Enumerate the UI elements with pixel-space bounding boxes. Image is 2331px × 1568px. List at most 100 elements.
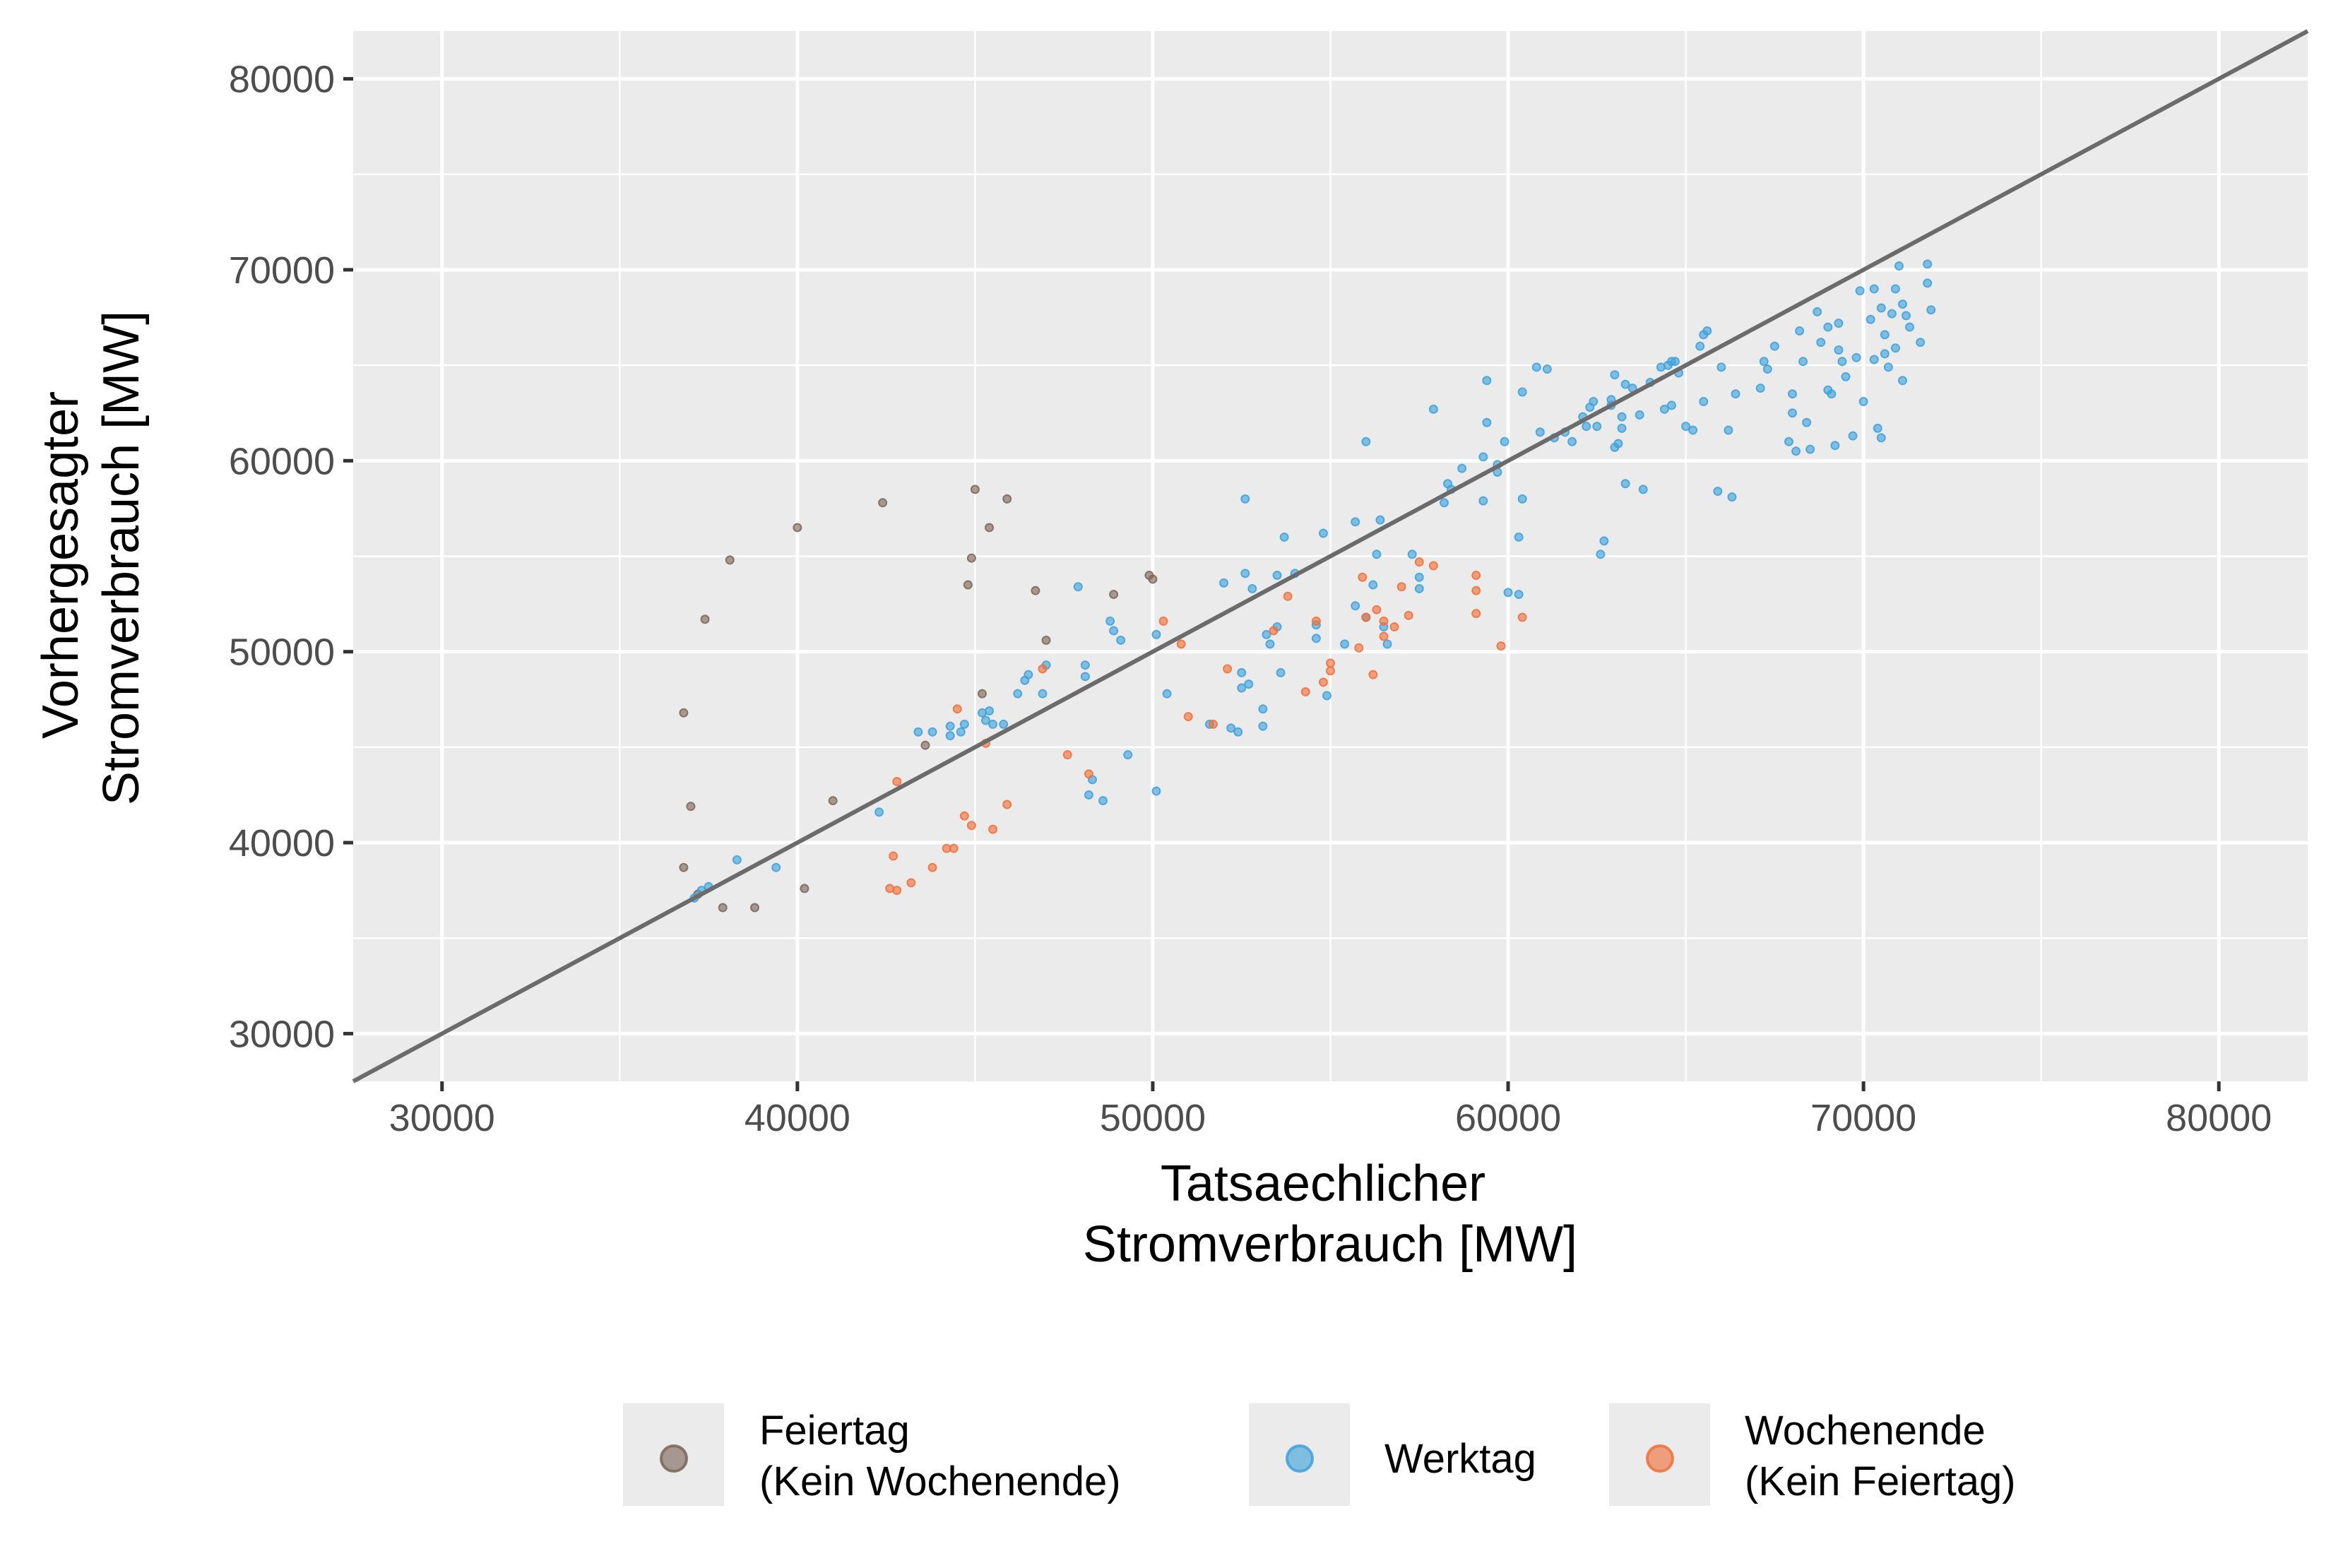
data-point [952,704,962,714]
data-point [1716,362,1726,372]
data-point [1404,610,1413,620]
data-point [1478,496,1488,506]
data-point [959,719,969,729]
data-point [892,886,902,896]
data-point [1084,790,1093,800]
data-point [1389,622,1399,632]
data-point [1876,433,1886,443]
data-point [1837,357,1847,367]
data-point [1258,704,1268,714]
data-point [1279,532,1289,542]
data-point [1731,389,1740,399]
legend-label-line: Werktag [1384,1436,1536,1482]
data-point [1567,436,1577,446]
y-tick-label: 40000 [229,822,335,865]
x-tick-label: 80000 [2166,1097,2272,1139]
data-point [1788,389,1798,399]
data-point [949,843,959,853]
data-point [1610,442,1620,452]
data-point [1247,583,1257,593]
data-point [725,555,735,565]
data-point [1073,582,1083,592]
legend-label-line: Feiertag [759,1408,910,1454]
data-point [1240,494,1250,504]
data-point [1788,408,1798,418]
y-tick-label: 80000 [229,59,335,101]
data-point [1620,479,1630,489]
data-point [1755,384,1765,393]
data-point [1638,485,1648,494]
data-point [1478,452,1488,462]
data-point [1354,643,1364,653]
data-point [920,740,930,750]
x-tick-label: 70000 [1810,1097,1916,1139]
data-point [1414,572,1424,582]
data-point [1858,397,1868,407]
major-gridlines [353,31,2308,1081]
data-point [889,851,898,861]
data-point [1769,341,1779,351]
data-point [1208,719,1218,729]
data-point [1890,343,1900,353]
data-point [945,721,955,731]
data-point [1372,605,1382,614]
y-axis-tick-labels: 30000 40000 50000 60000 70000 80000 [229,59,335,1056]
data-point [1873,423,1882,433]
y-tick-label: 30000 [229,1013,335,1055]
data-point [1923,259,1933,269]
data-point [1258,721,1268,731]
legend-label: Werktag [1384,1436,1536,1482]
data-point [1414,557,1424,567]
data-point [1318,677,1328,687]
data-point [1902,311,1911,321]
data-point [679,862,689,872]
data-point [1368,580,1378,590]
data-point [1724,425,1733,435]
data-point [1727,492,1737,502]
data-point [1535,427,1545,437]
data-point [1795,326,1805,335]
data-point [1428,404,1438,414]
data-point [1894,261,1904,271]
data-point [1589,397,1599,407]
data-point [981,715,991,725]
legend-marker [1286,1444,1314,1473]
data-point [1531,362,1541,372]
data-point [1592,422,1602,432]
data-point [1158,616,1168,626]
data-point [686,802,696,812]
data-point [956,727,966,737]
data-point [1084,769,1093,779]
data-point [1517,387,1527,397]
data-point [1905,322,1915,332]
y-axis-title: Vorhergesagter Stromverbrauch [MW] [32,311,150,805]
data-point [1869,284,1879,294]
data-point [732,855,742,865]
data-point [1223,664,1233,674]
data-point [1916,338,1926,348]
data-point [1322,691,1331,701]
y-tick-label: 50000 [229,631,335,674]
data-point [1869,355,1879,364]
data-point [1866,314,1875,324]
data-point [1240,569,1250,578]
data-point [1340,639,1350,649]
data-point [1439,498,1449,508]
data-point [1109,590,1119,600]
data-point [1695,341,1705,351]
identity-reference-line [352,29,2309,1083]
data-point [1542,364,1552,374]
data-point [1038,664,1048,674]
data-point [1666,400,1676,410]
data-point [1269,626,1279,636]
data-point [1851,352,1861,362]
data-point [1798,357,1808,367]
data-point [1311,616,1321,626]
data-point [977,689,987,699]
data-point [749,903,759,913]
data-point [1855,286,1865,296]
data-point [1105,616,1115,626]
data-point [1244,679,1254,689]
data-point [1876,303,1886,313]
